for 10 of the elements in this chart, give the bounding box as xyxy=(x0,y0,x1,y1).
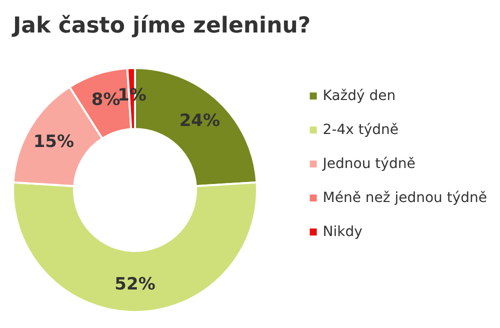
legend-label: Nikdy xyxy=(322,224,362,240)
data-label: 24% xyxy=(179,111,220,132)
legend-label: Méně než jednou týdně xyxy=(322,190,488,206)
legend-label: 2-4x týdně xyxy=(322,122,399,138)
legend-label: Každý den xyxy=(322,88,396,104)
data-label: 8% xyxy=(91,90,120,110)
legend-label: Jednou týdně xyxy=(322,156,416,172)
data-label: 15% xyxy=(33,132,74,152)
chart-title: Jak často jíme zeleninu? xyxy=(11,14,311,38)
data-label: 52% xyxy=(114,274,156,294)
